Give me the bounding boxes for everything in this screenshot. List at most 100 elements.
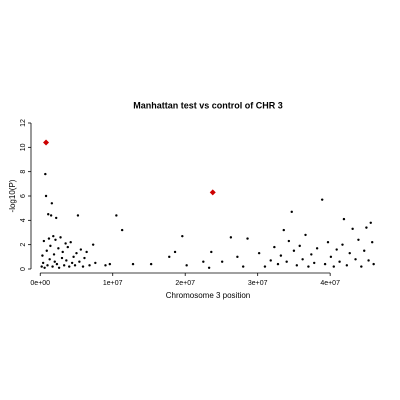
- point: [54, 238, 57, 241]
- point: [54, 216, 58, 220]
- point: [149, 262, 153, 266]
- point: [72, 255, 75, 259]
- point: [47, 237, 51, 240]
- point: [49, 244, 52, 248]
- point: [332, 265, 335, 268]
- x-tick-label: 2e+07: [175, 280, 195, 287]
- point: [342, 217, 346, 221]
- point: [88, 264, 91, 267]
- point: [307, 265, 310, 268]
- point: [81, 265, 85, 268]
- point: [47, 213, 50, 216]
- point: [229, 236, 233, 239]
- point: [43, 266, 46, 269]
- point: [41, 261, 45, 265]
- point: [69, 241, 72, 244]
- point: [220, 260, 224, 263]
- point: [372, 262, 375, 266]
- point: [263, 265, 267, 268]
- point: [76, 214, 80, 217]
- chart-title: Manhattan test vs control of CHR 3: [133, 100, 283, 110]
- x-tick-label: 0e+00: [30, 280, 50, 287]
- point: [75, 251, 78, 255]
- point: [315, 247, 319, 250]
- point: [44, 194, 48, 198]
- point: [241, 265, 245, 268]
- point: [51, 265, 54, 268]
- point: [348, 251, 351, 255]
- highlight-point: [43, 139, 50, 146]
- point: [85, 250, 88, 254]
- point: [173, 250, 177, 254]
- point: [120, 228, 124, 232]
- point: [40, 265, 43, 268]
- point: [65, 259, 68, 262]
- point: [78, 260, 81, 263]
- point: [273, 245, 276, 249]
- x-tick-label: 4e+07: [320, 280, 340, 287]
- point: [357, 238, 360, 241]
- point: [298, 244, 301, 248]
- point: [292, 249, 296, 252]
- y-tick-label: 4: [20, 218, 27, 222]
- point: [48, 258, 51, 261]
- point: [59, 236, 62, 239]
- point: [310, 253, 313, 256]
- point: [279, 254, 283, 257]
- point: [287, 239, 291, 243]
- point: [285, 260, 288, 263]
- point: [50, 202, 54, 205]
- point: [115, 214, 118, 217]
- point: [61, 250, 64, 254]
- point: [236, 255, 239, 259]
- point: [66, 245, 69, 249]
- point: [276, 262, 280, 266]
- point: [363, 249, 366, 252]
- point: [91, 243, 95, 246]
- point: [60, 256, 64, 260]
- point: [46, 264, 49, 267]
- point: [108, 262, 112, 266]
- point: [202, 260, 205, 263]
- point: [320, 198, 324, 201]
- point: [62, 264, 66, 267]
- point: [360, 265, 363, 268]
- x-axis-title: Chromosome 3 position: [166, 291, 250, 300]
- point: [70, 261, 74, 265]
- point: [365, 226, 368, 229]
- point: [41, 254, 44, 257]
- point: [64, 242, 67, 245]
- point: [338, 260, 341, 263]
- point: [42, 239, 46, 243]
- point: [371, 241, 374, 244]
- x-tick-label: 1e+07: [103, 280, 123, 287]
- point: [210, 250, 213, 254]
- point: [351, 227, 354, 231]
- point: [369, 221, 372, 224]
- point: [83, 256, 86, 260]
- x-tick-label: 3e+07: [248, 280, 268, 287]
- point: [52, 253, 56, 256]
- point: [295, 264, 299, 267]
- y-axis-title: -log10(P): [8, 179, 17, 212]
- point: [79, 248, 83, 251]
- point: [323, 262, 327, 266]
- highlight-point: [209, 189, 216, 196]
- point: [301, 258, 304, 261]
- point: [329, 255, 333, 259]
- point: [94, 261, 97, 265]
- point: [354, 258, 357, 261]
- point: [185, 264, 188, 267]
- point: [45, 249, 48, 252]
- point: [246, 237, 249, 240]
- point: [341, 243, 344, 246]
- y-tick-label: 2: [20, 243, 27, 247]
- point: [104, 264, 107, 267]
- point: [269, 259, 272, 262]
- point: [53, 260, 56, 263]
- point: [57, 247, 60, 250]
- point: [290, 210, 293, 214]
- y-tick-label: 12: [20, 119, 27, 127]
- point: [52, 234, 55, 238]
